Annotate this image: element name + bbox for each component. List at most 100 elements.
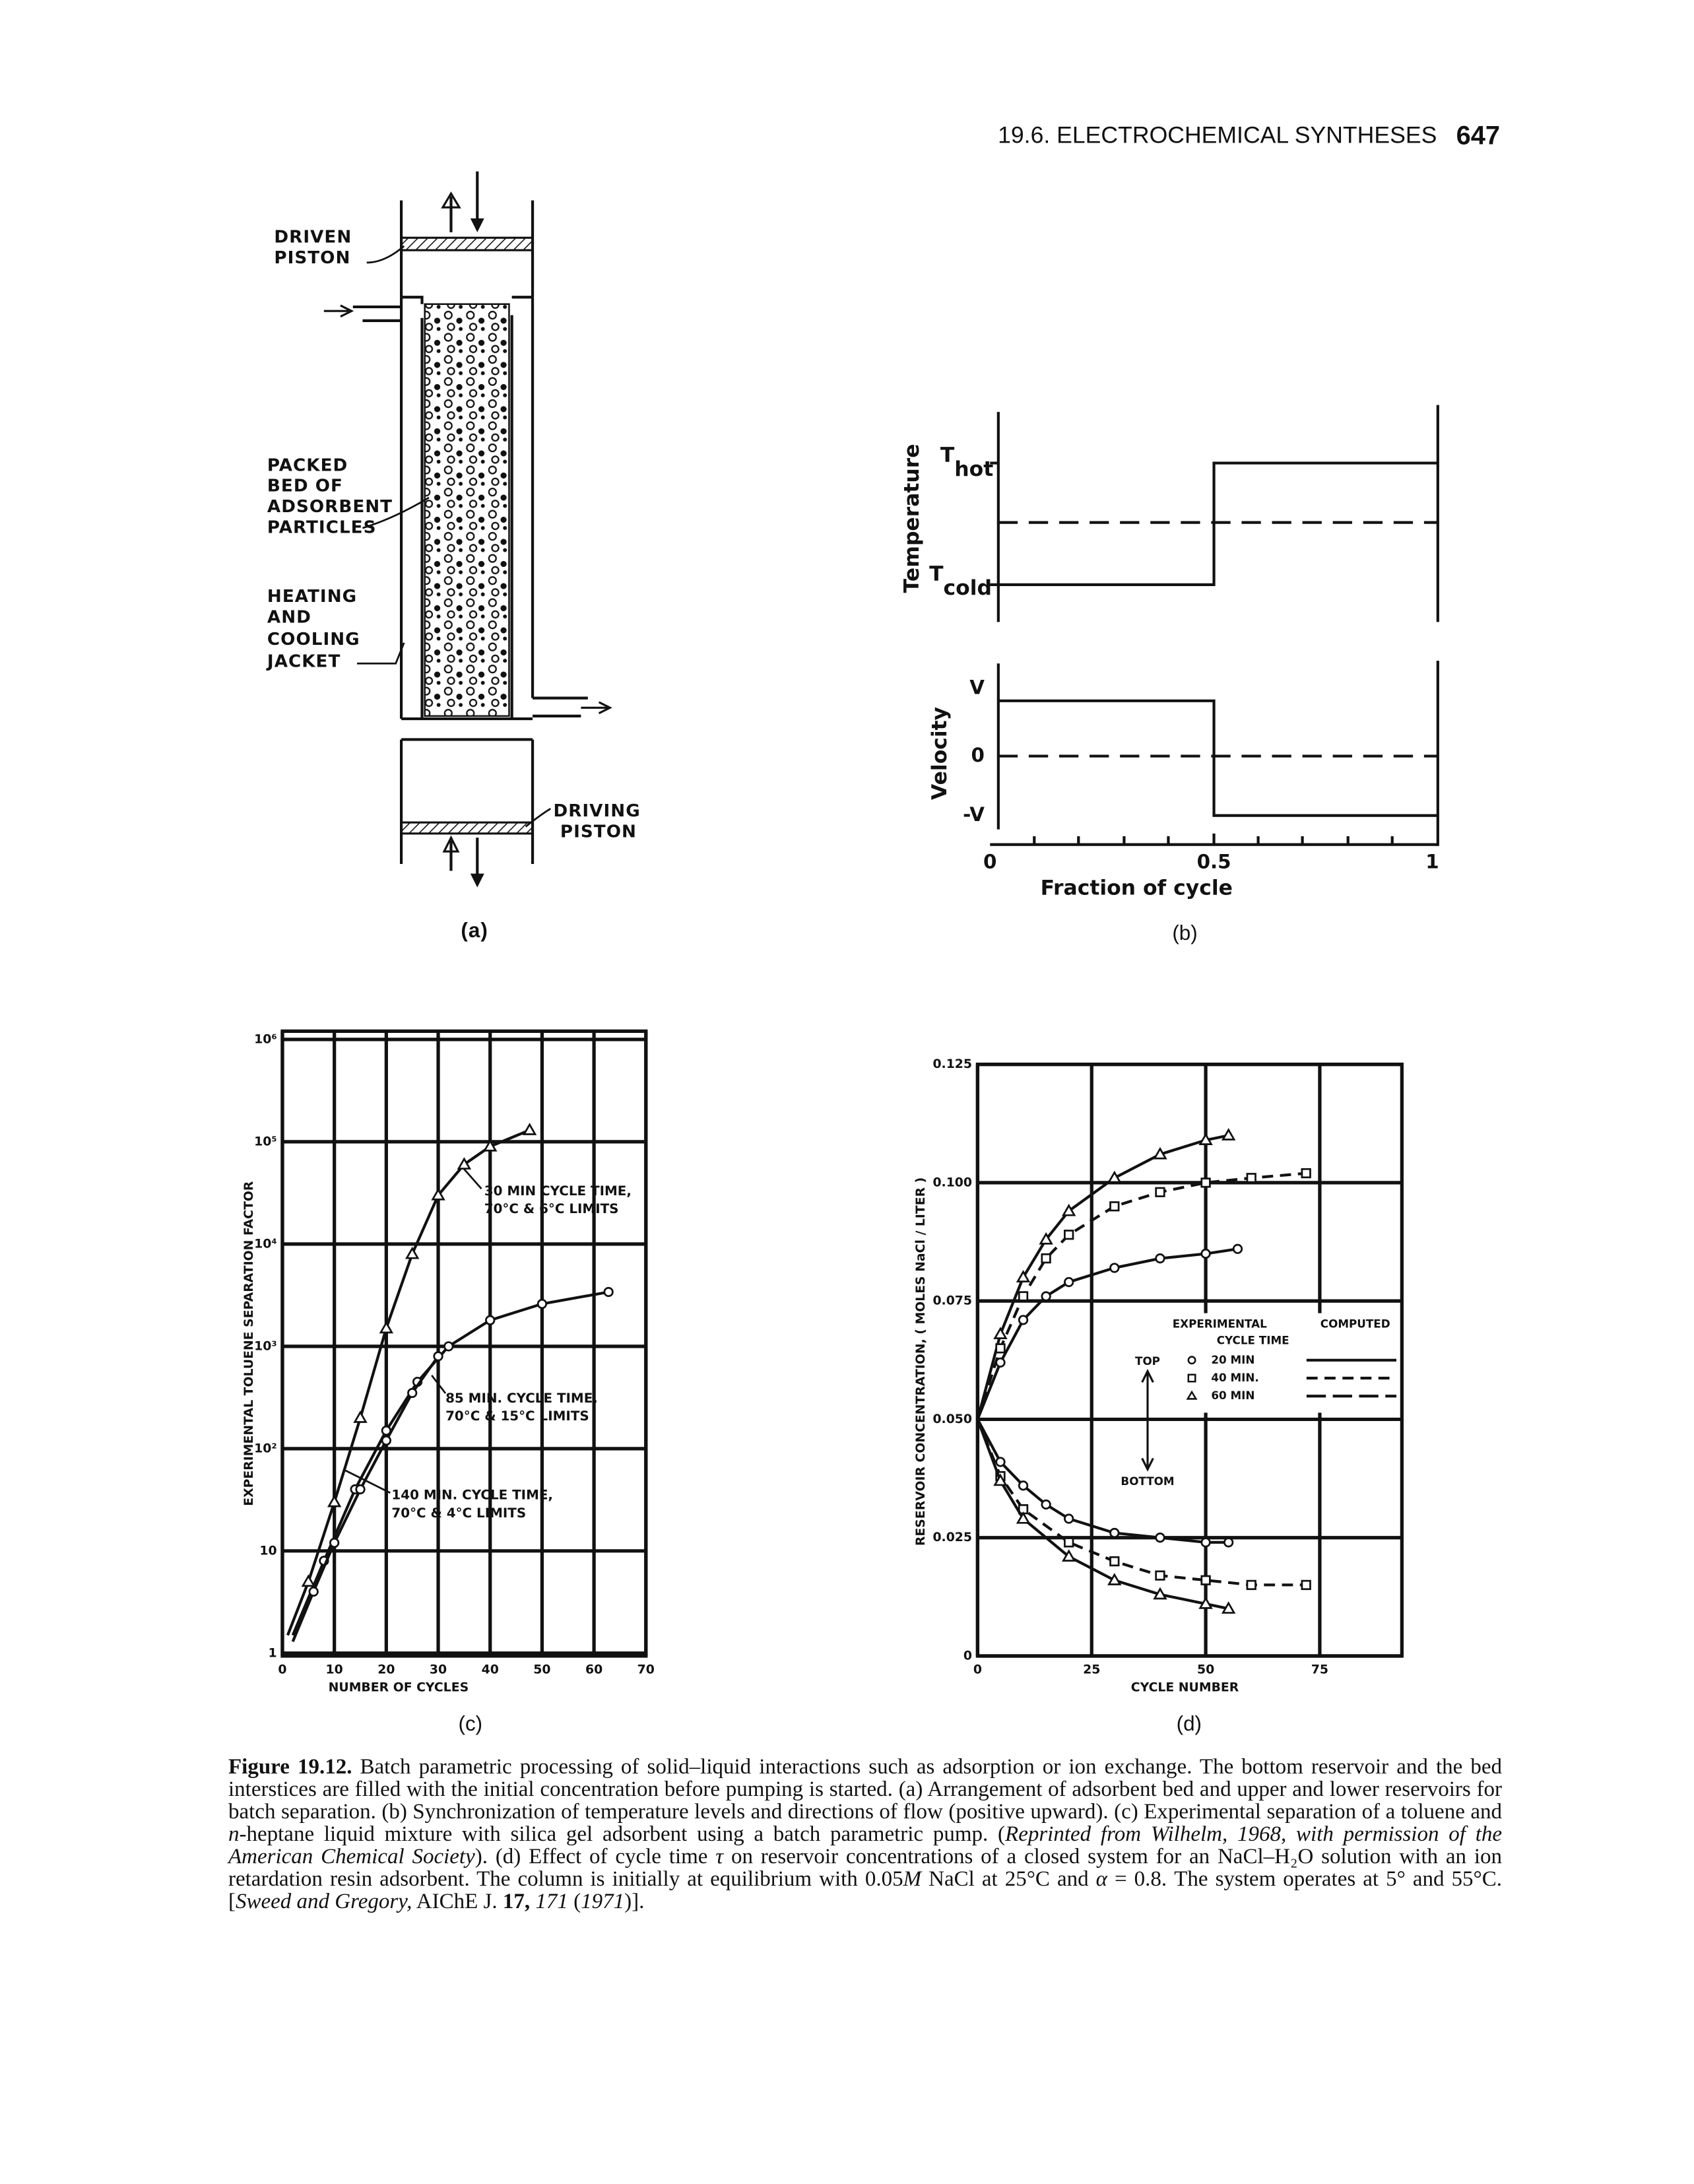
panel-label: (a)	[461, 919, 488, 942]
section-title: 19.6. ELECTROCHEMICAL SYNTHESES	[998, 122, 1437, 149]
point	[1155, 1570, 1165, 1581]
point	[1041, 1253, 1051, 1264]
point	[537, 1298, 548, 1309]
label: HEATING	[267, 587, 357, 607]
axis-label: Velocity	[928, 707, 952, 800]
label: JACKET	[266, 652, 341, 672]
caption-text: ). (d) Effect of cycle time	[474, 1845, 716, 1869]
arrow-head	[442, 835, 460, 853]
axis-label: Fraction of cycle	[1041, 877, 1233, 900]
label: PACKED	[267, 455, 348, 475]
legend-label: 40 MIN.	[1211, 1371, 1258, 1384]
x-tick-label: 25	[1083, 1663, 1100, 1676]
y-tick-label: 1	[268, 1646, 277, 1660]
point	[1039, 1232, 1053, 1245]
plot-frame	[280, 1029, 648, 1658]
point	[1064, 1513, 1074, 1524]
y-axis-label: RESERVOIR CONCENTRATION, ( MOLES NaCl / …	[914, 1177, 928, 1546]
leader-line	[525, 808, 551, 828]
panel-a-labels: DRIVEN PISTON PACKED BED OF ADSORBENT PA…	[266, 228, 640, 942]
caption-text: -heptane liquid mixture with silica gel …	[239, 1822, 1006, 1846]
inlet-pipe	[352, 305, 402, 322]
x-tick-label: 0	[973, 1663, 982, 1676]
arrow-head	[441, 191, 461, 209]
annotation: 70°C & 15°C LIMITS	[445, 1408, 589, 1424]
point	[1221, 1128, 1236, 1141]
running-head: 19.6. ELECTROCHEMICAL SYNTHESES 647	[998, 121, 1500, 150]
y-tick-label: 0	[963, 1649, 972, 1663]
point	[1155, 1253, 1165, 1264]
caption-text: = 0.8. The system operates at 5° and 55°…	[228, 1867, 1502, 1913]
legend-heading: COMPUTED	[1320, 1317, 1390, 1330]
point	[301, 1574, 316, 1587]
point	[1041, 1291, 1051, 1302]
label: DRIVEN	[274, 228, 352, 248]
x-tick-label: 70	[637, 1663, 655, 1676]
point	[1061, 1549, 1076, 1562]
point	[1018, 1315, 1029, 1325]
y-tick-label: 0.050	[932, 1412, 972, 1426]
legend-heading: CYCLE TIME	[1217, 1333, 1289, 1346]
point	[1200, 1177, 1211, 1188]
point	[1109, 1263, 1120, 1273]
tick-label: 0	[971, 744, 984, 766]
point	[1109, 1527, 1120, 1539]
y-tick-label: 10²	[254, 1441, 277, 1455]
point	[1153, 1146, 1167, 1160]
axis	[996, 405, 1439, 622]
leader-line	[362, 496, 430, 529]
point	[995, 1457, 1006, 1467]
tick-label: 0	[983, 850, 996, 873]
caption-text: 17,	[502, 1890, 531, 1913]
x-tick-label: 50	[1197, 1663, 1214, 1676]
tick-label: 0.5	[1197, 850, 1231, 873]
point	[485, 1315, 496, 1325]
label: AND	[267, 608, 311, 628]
point	[1016, 1511, 1031, 1524]
point	[995, 1357, 1006, 1368]
label: COOLING	[267, 630, 360, 649]
caption-text: Reprinted from Wilhelm, 1968, with permi…	[228, 1822, 1503, 1869]
symbol: T	[940, 444, 955, 467]
legend-marker	[1187, 1373, 1196, 1383]
point	[1107, 1573, 1122, 1585]
caption-text: NaCl at 25°C and	[921, 1867, 1096, 1891]
point	[1232, 1243, 1243, 1254]
caption-text: on reservoir concentrations of a closed …	[228, 1845, 1502, 1891]
panel-label: (d)	[1177, 1712, 1202, 1735]
adsorption-column-diagram	[323, 171, 612, 888]
subscript: cold	[944, 576, 992, 600]
caption-text: AIChE J.	[412, 1890, 503, 1913]
point	[1221, 1601, 1236, 1614]
x-tick-label: 75	[1311, 1663, 1328, 1676]
legend-label: 20 MIN	[1211, 1353, 1254, 1366]
point	[431, 1187, 445, 1201]
series-line	[976, 1172, 1307, 1420]
point	[1198, 1596, 1213, 1609]
point	[1198, 1133, 1213, 1145]
packed-bed	[424, 303, 510, 717]
panel-label: (c)	[458, 1712, 482, 1735]
t-hot: Thot	[940, 444, 993, 481]
point	[993, 1473, 1008, 1486]
leader-line	[366, 245, 405, 264]
leader-line	[342, 1164, 482, 1494]
point	[1016, 1270, 1031, 1282]
point	[443, 1341, 454, 1352]
point	[433, 1351, 443, 1362]
caption-text: (	[568, 1890, 581, 1913]
caption-text: )].	[624, 1890, 645, 1913]
point	[1155, 1533, 1165, 1543]
label: PISTON	[274, 248, 350, 268]
point	[308, 1586, 319, 1597]
point	[1064, 1537, 1074, 1548]
x-axis	[990, 833, 1438, 846]
caption-text: 1971	[581, 1890, 625, 1913]
chart: 0 0.025 0.050 0.075 0.100 0.125 0 25 50 75 RESERVO…	[914, 1057, 1404, 1735]
t-cold: Tcold	[929, 562, 992, 600]
tick-label: V	[969, 676, 985, 698]
series-line	[286, 1129, 531, 1636]
x-axis-label: CYCLE NUMBER	[1131, 1681, 1239, 1695]
series-line	[976, 1418, 1229, 1610]
